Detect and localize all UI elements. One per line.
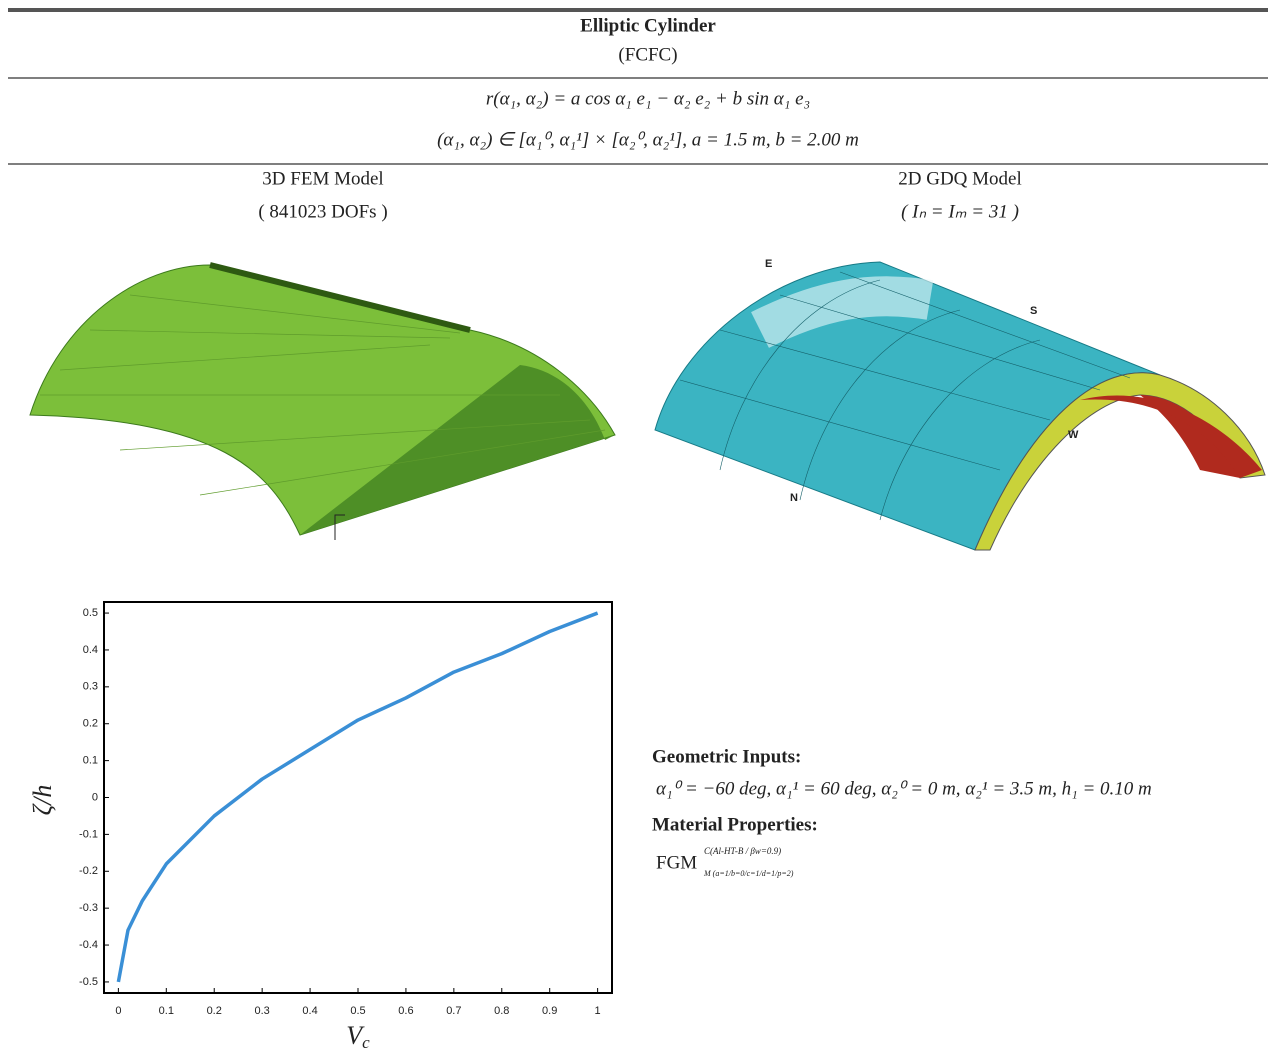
edge-label: E (765, 258, 772, 270)
x-axis-label-sub: c (362, 1033, 370, 1052)
y-tick-label: 0.5 (83, 607, 98, 619)
x-tick-label: 0.9 (542, 1005, 557, 1017)
model-title: 2D GDQ Model (898, 168, 1022, 189)
material-base: FGM (656, 852, 697, 873)
edge-label: W (1068, 429, 1079, 441)
material-sup: C(Al-HT-B / βw=0.9) (704, 846, 781, 856)
equation: (α₁, α₂) ∈ [α₁⁰, α₁¹] × [α₂⁰, α₂¹], a = … (437, 129, 859, 150)
y-tick-label: 0.2 (83, 718, 98, 730)
x-tick-label: 1 (595, 1005, 601, 1017)
y-tick-label: 0.3 (83, 681, 98, 693)
model-title: 3D FEM Model (262, 168, 383, 189)
y-axis-label: ζ/h (28, 785, 57, 816)
plot-frame (104, 602, 612, 993)
y-tick-label: -0.4 (79, 939, 98, 951)
geometric-inputs: α₁⁰ = −60 deg, α₁¹ = 60 deg, α₂⁰ = 0 m, … (656, 778, 1152, 799)
heading: Geometric Inputs: (652, 746, 801, 767)
y-tick-label: 0.4 (83, 644, 98, 656)
x-tick-label: 0.2 (207, 1005, 222, 1017)
model-caption: ( Iₙ = Iₘ = 31 ) (901, 201, 1019, 222)
x-tick-label: 0.8 (494, 1005, 509, 1017)
y-tick-label: 0 (92, 791, 98, 803)
y-tick-label: -0.3 (79, 902, 98, 914)
x-tick-label: 0.6 (398, 1005, 413, 1017)
x-tick-label: 0.1 (159, 1005, 174, 1017)
edge-label: S (1030, 305, 1037, 317)
y-tick-label: -0.5 (79, 976, 98, 988)
y-tick-label: 0.1 (83, 755, 98, 767)
x-tick-label: 0.7 (446, 1005, 461, 1017)
x-tick-label: 0 (115, 1005, 121, 1017)
heading: Material Properties: (652, 814, 818, 835)
figure: Elliptic Cylinder (FCFC) r(α₁, α₂) = a c… (0, 0, 1274, 1056)
x-tick-label: 0.3 (255, 1005, 270, 1017)
model-caption: ( 841023 DOFs ) (258, 201, 387, 222)
x-axis-label: Vc (346, 1021, 370, 1052)
edge-label: N (790, 492, 798, 504)
y-tick-label: -0.2 (79, 865, 98, 877)
y-tick-label: -0.1 (79, 828, 98, 840)
material-sub: M (a=1/b=0/c=1/d=1/p=2) (703, 869, 794, 878)
page: Elliptic Cylinder (FCFC) r(α₁, α₂) = a c… (0, 0, 1274, 1056)
gdq-model (655, 262, 1265, 550)
fem-model (30, 265, 615, 540)
title: Elliptic Cylinder (580, 15, 716, 36)
equation: r(α₁, α₂) = a cos α₁ e₁ − α₂ e₂ + b sin … (486, 88, 810, 109)
x-tick-label: 0.5 (350, 1005, 365, 1017)
subtitle: (FCFC) (618, 44, 677, 65)
x-tick-label: 0.4 (302, 1005, 317, 1017)
